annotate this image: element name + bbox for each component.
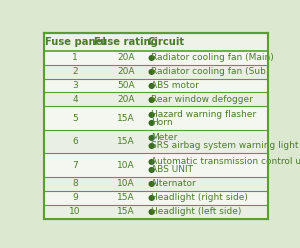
Text: Headlight (right side): Headlight (right side) bbox=[151, 193, 248, 202]
Text: ●: ● bbox=[148, 110, 155, 119]
Text: 20A: 20A bbox=[117, 67, 135, 76]
Text: 9: 9 bbox=[72, 193, 78, 202]
Text: ●: ● bbox=[148, 67, 155, 76]
Text: 10: 10 bbox=[69, 207, 81, 216]
Bar bbox=[44, 33, 268, 51]
Text: Fuse panel: Fuse panel bbox=[45, 37, 106, 47]
Text: Automatic transmission control unit: Automatic transmission control unit bbox=[151, 157, 300, 166]
Text: 10A: 10A bbox=[117, 161, 135, 170]
Bar bbox=[44, 51, 268, 64]
Text: ●: ● bbox=[148, 95, 155, 104]
Text: 7: 7 bbox=[72, 161, 78, 170]
Text: 4: 4 bbox=[72, 95, 78, 104]
Bar bbox=[44, 79, 268, 93]
Bar bbox=[44, 64, 268, 79]
Text: ABS UNIT: ABS UNIT bbox=[151, 165, 193, 174]
Bar bbox=[44, 205, 268, 219]
Text: ●: ● bbox=[148, 141, 155, 150]
Text: 15A: 15A bbox=[117, 193, 135, 202]
Bar bbox=[44, 154, 268, 177]
Text: ●: ● bbox=[148, 193, 155, 202]
Text: ●: ● bbox=[148, 180, 155, 188]
Bar bbox=[44, 106, 268, 130]
Text: 50A: 50A bbox=[117, 81, 135, 90]
Text: 8: 8 bbox=[72, 180, 78, 188]
Text: 6: 6 bbox=[72, 137, 78, 146]
Text: Alternator: Alternator bbox=[151, 180, 197, 188]
Text: 2: 2 bbox=[72, 67, 78, 76]
Text: ●: ● bbox=[148, 165, 155, 174]
Text: 3: 3 bbox=[72, 81, 78, 90]
Text: Headlight (left side): Headlight (left side) bbox=[151, 207, 242, 216]
Text: Horn: Horn bbox=[151, 118, 173, 126]
Bar bbox=[44, 93, 268, 106]
Text: ●: ● bbox=[148, 53, 155, 62]
Text: 1: 1 bbox=[72, 53, 78, 62]
Text: Fuse rating: Fuse rating bbox=[94, 37, 158, 47]
Text: ABS motor: ABS motor bbox=[151, 81, 199, 90]
Text: ●: ● bbox=[148, 157, 155, 166]
Text: 20A: 20A bbox=[117, 95, 135, 104]
Text: ●: ● bbox=[148, 118, 155, 126]
Text: 20A: 20A bbox=[117, 53, 135, 62]
Text: ●: ● bbox=[148, 207, 155, 216]
Text: 10A: 10A bbox=[117, 180, 135, 188]
Text: 15A: 15A bbox=[117, 114, 135, 123]
Text: Meter: Meter bbox=[151, 133, 178, 142]
Text: Rear window defogger: Rear window defogger bbox=[151, 95, 253, 104]
Text: 15A: 15A bbox=[117, 137, 135, 146]
Text: ●: ● bbox=[148, 133, 155, 142]
Text: Radiator cooling fan (Main): Radiator cooling fan (Main) bbox=[151, 53, 274, 62]
Text: Hazard warning flasher: Hazard warning flasher bbox=[151, 110, 256, 119]
Text: Circuit: Circuit bbox=[147, 37, 184, 47]
Text: 5: 5 bbox=[72, 114, 78, 123]
Bar bbox=[44, 130, 268, 154]
Text: 15A: 15A bbox=[117, 207, 135, 216]
Bar bbox=[44, 191, 268, 205]
Bar bbox=[44, 177, 268, 191]
Text: ●: ● bbox=[148, 81, 155, 90]
Text: Radiator cooling fan (Sub): Radiator cooling fan (Sub) bbox=[151, 67, 269, 76]
Text: SRS airbag system warning light: SRS airbag system warning light bbox=[151, 141, 298, 150]
